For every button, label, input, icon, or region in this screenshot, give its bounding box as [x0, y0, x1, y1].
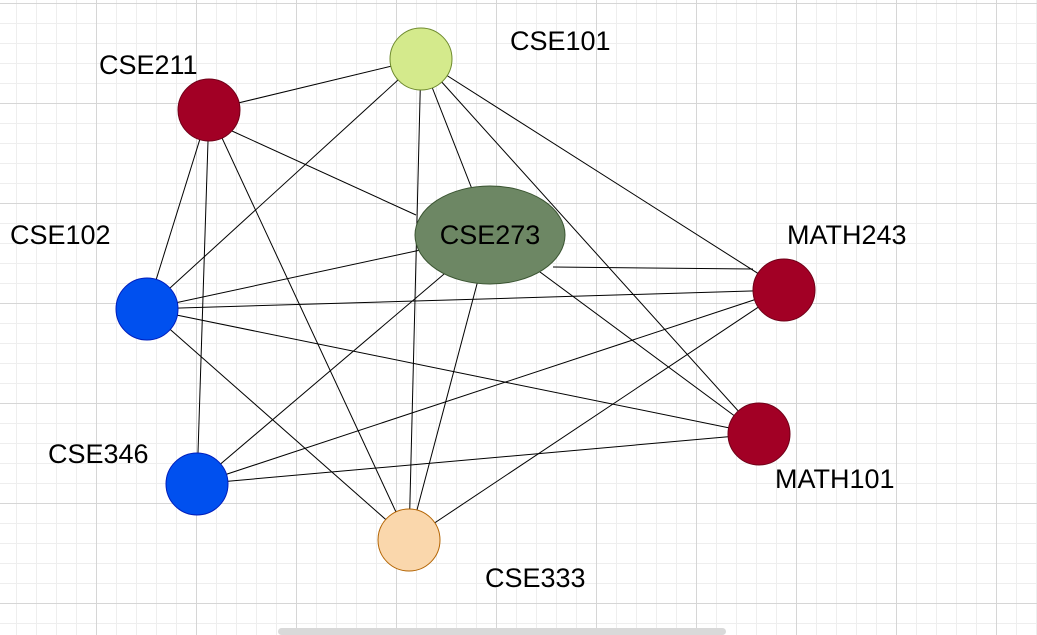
- edge-cse102-math101[interactable]: [146, 308, 760, 435]
- node-label-cse346: CSE346: [48, 439, 149, 469]
- edge-cse101-math243[interactable]: [420, 58, 785, 291]
- node-cse211[interactable]: [177, 78, 241, 142]
- node-cse102[interactable]: [115, 277, 179, 341]
- edge-cse101-cse333[interactable]: [408, 58, 422, 541]
- edge-cse273-cse346[interactable]: [196, 234, 491, 485]
- node-label-cse273: CSE273: [440, 220, 541, 250]
- edge-cse101-cse102[interactable]: [146, 58, 422, 310]
- node-layer: [115, 27, 816, 572]
- node-label-cse102: CSE102: [10, 220, 111, 250]
- edge-cse273-cse333[interactable]: [408, 234, 491, 541]
- node-label-cse333: CSE333: [485, 563, 586, 593]
- node-cse333[interactable]: [377, 508, 441, 572]
- edge-cse273-math243[interactable]: [552, 266, 754, 270]
- node-label-math243: MATH243: [787, 220, 907, 250]
- edge-cse333-math243[interactable]: [408, 289, 785, 541]
- edge-cse346-math101[interactable]: [196, 433, 760, 485]
- node-label-math101: MATH101: [775, 464, 895, 494]
- horizontal-scrollbar[interactable]: [278, 628, 726, 635]
- edge-cse102-math243[interactable]: [146, 289, 785, 310]
- edge-cse102-cse333[interactable]: [146, 308, 410, 541]
- edge-layer: [146, 58, 785, 541]
- label-layer: CSE101 CSE211 CSE102 CSE273 MATH243 MATH101 CS…: [10, 26, 907, 593]
- node-label-cse101: CSE101: [510, 26, 611, 56]
- edge-cse346-math243[interactable]: [196, 289, 785, 485]
- edge-cse211-cse101[interactable]: [208, 58, 422, 111]
- edge-cse211-cse102[interactable]: [146, 109, 210, 310]
- edge-cse211-cse273[interactable]: [231, 130, 417, 216]
- edge-cse211-cse333[interactable]: [208, 109, 410, 541]
- node-math101[interactable]: [727, 402, 791, 466]
- node-cse101[interactable]: [389, 27, 453, 91]
- node-cse273[interactable]: [414, 185, 566, 285]
- edge-cse101-math101[interactable]: [420, 58, 760, 435]
- node-label-cse211: CSE211: [99, 50, 198, 80]
- node-cse346[interactable]: [165, 452, 229, 516]
- node-math243[interactable]: [752, 258, 816, 322]
